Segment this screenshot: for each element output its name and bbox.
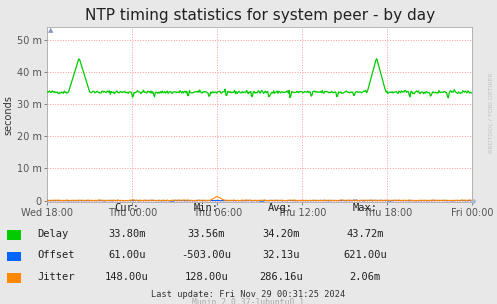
Y-axis label: seconds: seconds bbox=[4, 95, 14, 135]
Text: Munin 2.0.37-1ubuntu0.1: Munin 2.0.37-1ubuntu0.1 bbox=[192, 298, 305, 304]
Text: Cur:: Cur: bbox=[114, 203, 139, 213]
Text: Offset: Offset bbox=[37, 250, 75, 260]
Title: NTP timing statistics for system peer - by day: NTP timing statistics for system peer - … bbox=[84, 9, 435, 23]
Text: 61.00u: 61.00u bbox=[108, 250, 146, 260]
Text: 621.00u: 621.00u bbox=[343, 250, 387, 260]
Text: 148.00u: 148.00u bbox=[105, 272, 149, 282]
Text: Jitter: Jitter bbox=[37, 272, 75, 282]
Text: ▲: ▲ bbox=[48, 27, 54, 33]
Text: Avg:: Avg: bbox=[268, 203, 293, 213]
Text: RRDTOOL / TOBI OETIKER: RRDTOOL / TOBI OETIKER bbox=[489, 72, 494, 153]
Text: 2.06m: 2.06m bbox=[350, 272, 381, 282]
Text: 128.00u: 128.00u bbox=[184, 272, 228, 282]
Text: Delay: Delay bbox=[37, 229, 69, 239]
Text: 32.13u: 32.13u bbox=[262, 250, 300, 260]
Text: 34.20m: 34.20m bbox=[262, 229, 300, 239]
Text: Max:: Max: bbox=[353, 203, 378, 213]
Text: 33.80m: 33.80m bbox=[108, 229, 146, 239]
Text: -503.00u: -503.00u bbox=[181, 250, 231, 260]
Text: Min:: Min: bbox=[194, 203, 219, 213]
Text: 33.56m: 33.56m bbox=[187, 229, 225, 239]
Text: 286.16u: 286.16u bbox=[259, 272, 303, 282]
Text: 43.72m: 43.72m bbox=[346, 229, 384, 239]
Text: Last update: Fri Nov 29 00:31:25 2024: Last update: Fri Nov 29 00:31:25 2024 bbox=[152, 290, 345, 299]
